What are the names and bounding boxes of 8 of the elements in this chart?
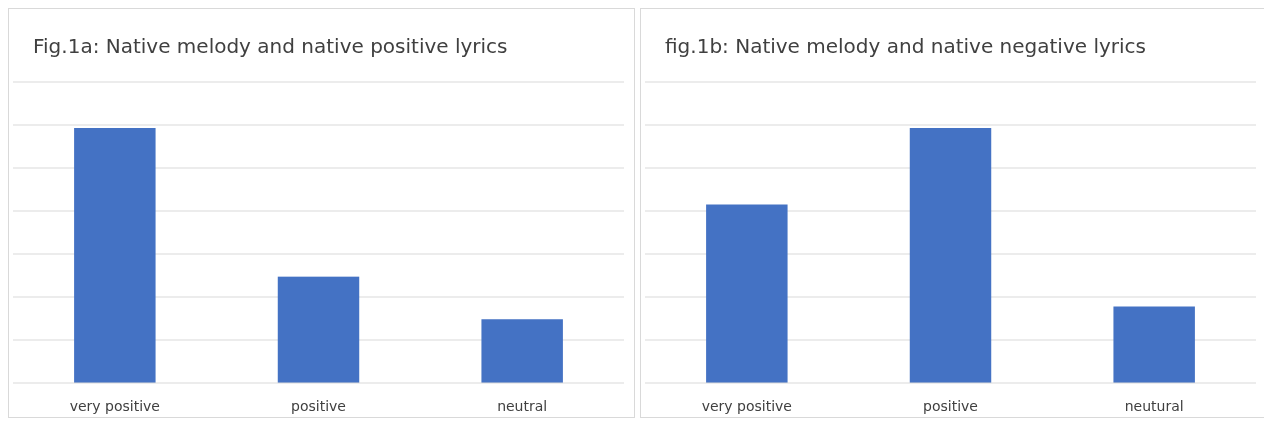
x-tick-label: positive <box>923 398 978 414</box>
x-tick-label: positive <box>291 398 346 414</box>
chart-title: Fig.1a: Native melody and native positive lyrics <box>33 34 508 58</box>
x-tick-label: neutral <box>497 398 548 414</box>
x-tick-label: neutural <box>1124 398 1184 414</box>
x-tick-label: very positive <box>69 398 160 414</box>
x-tick-label: very positive <box>701 398 792 414</box>
chart-title: fig.1b: Native melody and native negative lyrics <box>665 34 1146 58</box>
